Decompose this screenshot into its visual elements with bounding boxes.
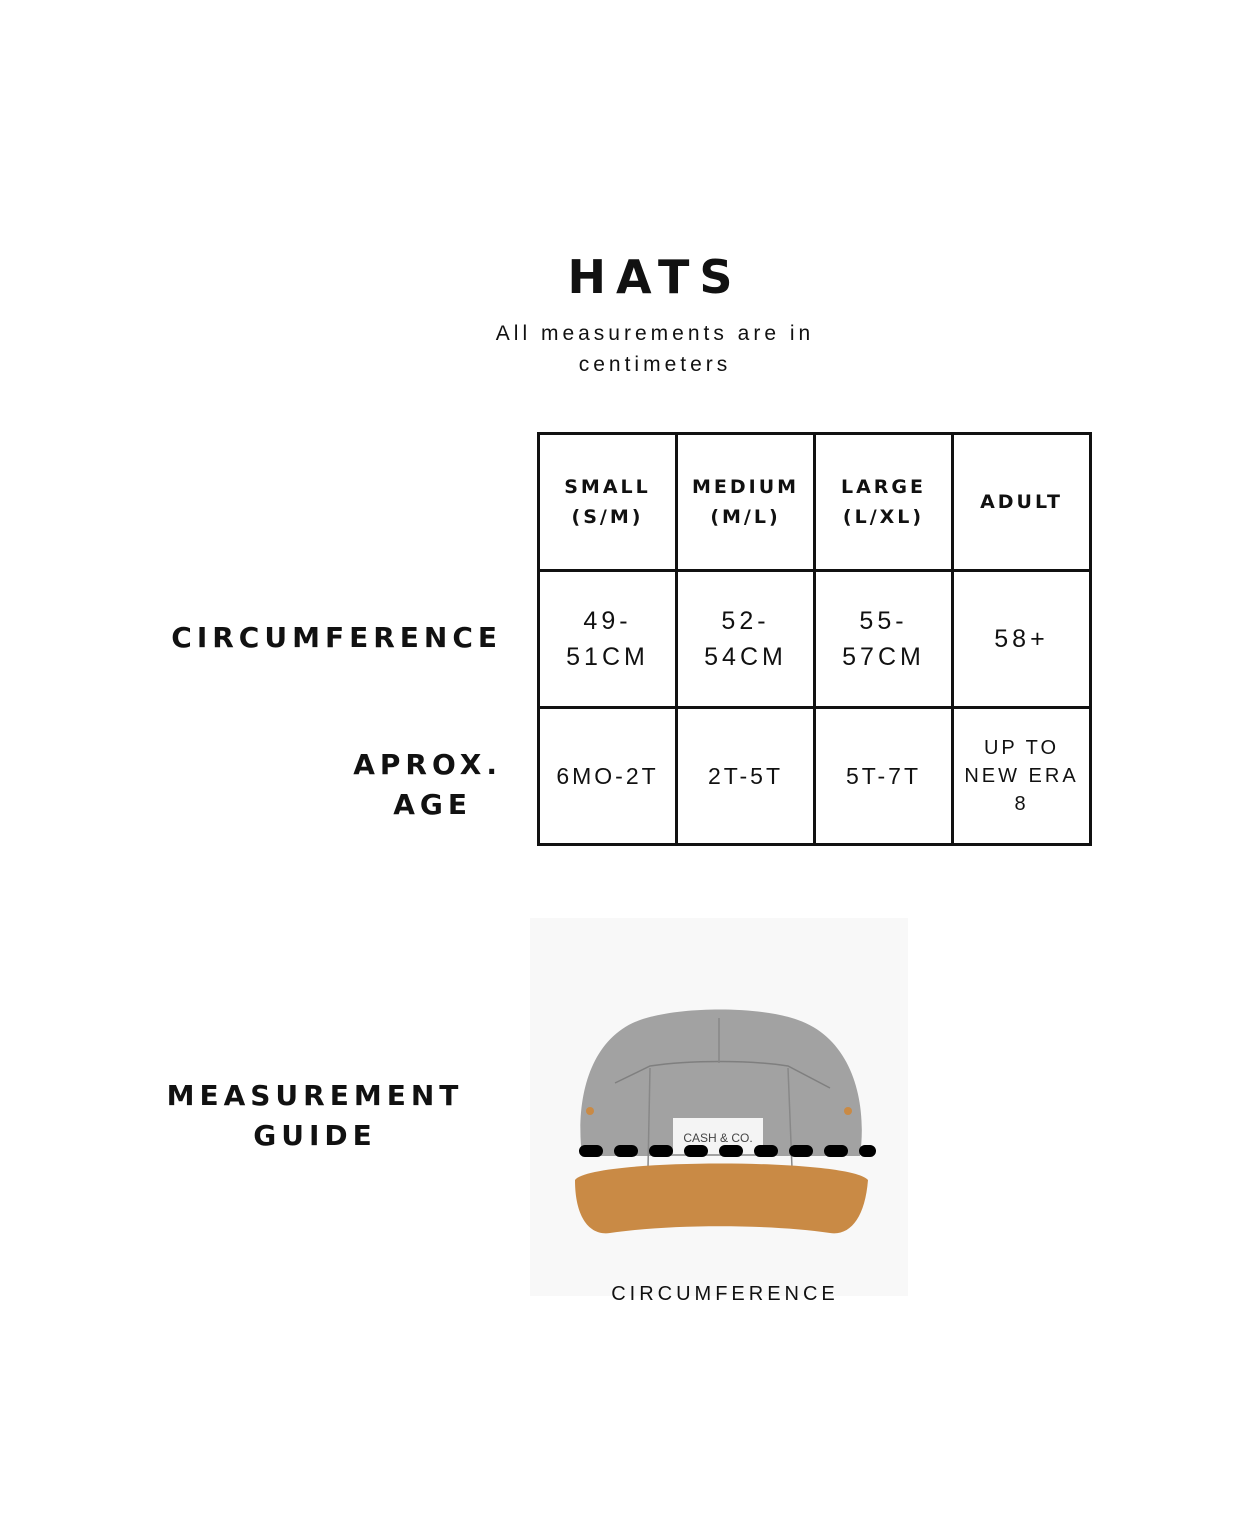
row-label-measurement-guide: MEASUREMENT GUIDE — [140, 1076, 490, 1156]
table-header-row: SMALL (S/M) MEDIUM (M/L) LARGE (L/XL) ADULT — [537, 432, 1092, 572]
table-cell: 6MO-2T — [537, 706, 678, 846]
page-title: HATS — [567, 250, 743, 304]
table-cell: UP TO NEW ERA 8 — [951, 706, 1092, 846]
brand-label: CASH & CO. — [683, 1131, 752, 1145]
table-cell: 52- 54CM — [675, 569, 816, 709]
table-cell: 2T-5T — [675, 706, 816, 846]
table-cell: 5T-7T — [813, 706, 954, 846]
hat-image: CASH & CO. — [530, 918, 908, 1296]
row-label-circumference: CIRCUMFERENCE — [171, 621, 502, 654]
table-row-age: 6MO-2T 2T-5T 5T-7T UP TO NEW ERA 8 — [537, 706, 1092, 846]
header-cell: MEDIUM (M/L) — [675, 432, 816, 572]
size-table: SMALL (S/M) MEDIUM (M/L) LARGE (L/XL) ADULT… — [537, 432, 1092, 846]
label-line: APROX. — [353, 748, 502, 781]
table-row-circumference: 49- 51CM 52- 54CM 55- 57CM 58+ — [537, 569, 1092, 709]
table-cell: 49- 51CM — [537, 569, 678, 709]
label-line: MEASUREMENT — [166, 1079, 464, 1112]
row-label-age: APROX. AGE — [300, 745, 502, 825]
label-line: GUIDE — [253, 1119, 377, 1152]
table-cell: 58+ — [951, 569, 1092, 709]
image-caption: CIRCUMFERENCE — [611, 1283, 839, 1305]
subtitle-line: All measurements are in — [495, 322, 815, 345]
header-cell: LARGE (L/XL) — [813, 432, 954, 572]
subtitle: All measurements are in centimeters — [450, 318, 860, 380]
hat-illustration: CASH & CO. — [575, 1009, 876, 1234]
table-cell: 55- 57CM — [813, 569, 954, 709]
label-line: AGE — [393, 788, 472, 821]
header-cell: ADULT — [951, 432, 1092, 572]
header-cell: SMALL (S/M) — [537, 432, 678, 572]
subtitle-line: centimeters — [578, 353, 732, 376]
